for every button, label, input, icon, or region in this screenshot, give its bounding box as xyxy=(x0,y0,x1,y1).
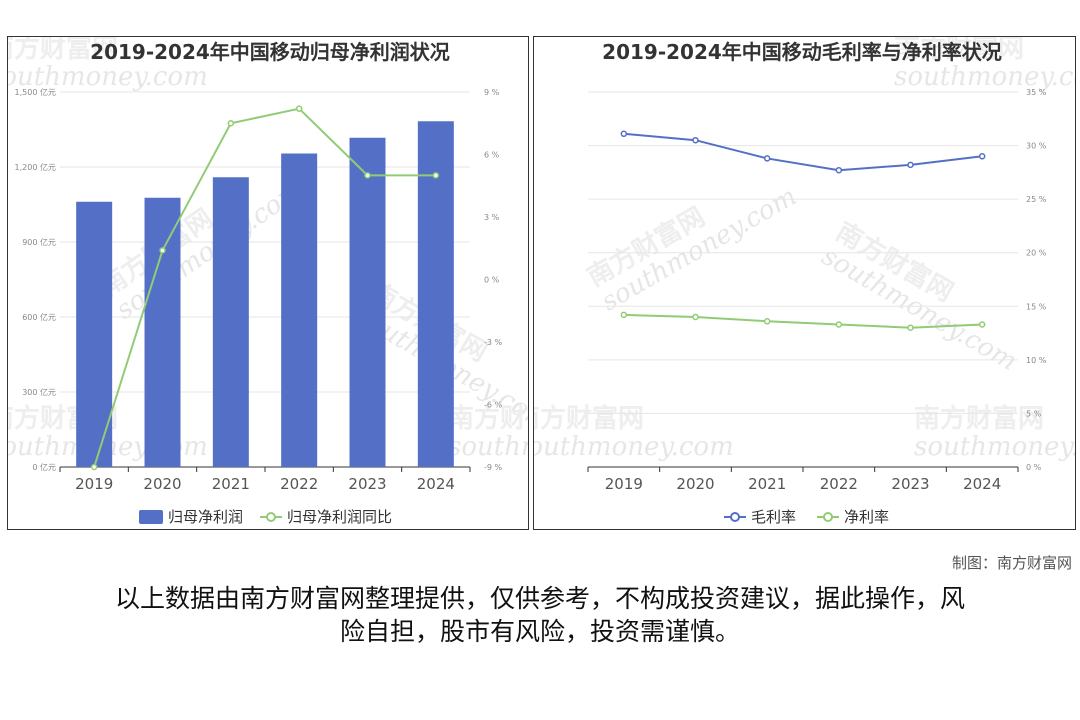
watermark-cn: 南方财富网 xyxy=(894,37,1024,64)
x-tick-label: 2022 xyxy=(820,475,858,493)
y-left-tick-label: 1,500 亿元 xyxy=(15,87,56,97)
line-point xyxy=(907,324,914,331)
x-tick-label: 2022 xyxy=(280,475,318,493)
x-tick-label: 2023 xyxy=(891,475,929,493)
watermark-cn: 南方财富网 xyxy=(914,403,1044,434)
x-tick-label: 2019 xyxy=(605,475,643,493)
watermark-en: southmoney.com xyxy=(894,62,1075,92)
watermark-en: southmoney.com xyxy=(534,432,734,462)
legend-label: 归母净利润同比 xyxy=(287,508,392,526)
line-point xyxy=(835,321,843,328)
y-right-tick-label: 10 % xyxy=(1026,356,1047,365)
x-tick-label: 2021 xyxy=(212,475,250,493)
profit-chart-svg: 南方财富网southmoney.com南方财富网southmoney.com南方… xyxy=(8,37,528,526)
line-point xyxy=(620,311,628,319)
watermark-cn: 南方财富网 xyxy=(534,403,644,434)
y-right-tick-label: 30 % xyxy=(1026,142,1047,151)
y-right-tick-label: 6 % xyxy=(484,151,500,160)
line-point xyxy=(978,321,986,328)
watermark-cn: 南方财富网 xyxy=(448,403,528,434)
y-right-tick-label: 0 % xyxy=(484,276,500,285)
y-right-tick-label: 20 % xyxy=(1026,249,1047,258)
y-right-tick-label: 3 % xyxy=(484,213,500,222)
disclaimer-line-1: 以上数据由南方财富网整理提供，仅供参考，不构成投资建议，据此操作，风 xyxy=(114,584,965,613)
line-point xyxy=(432,172,440,179)
y-right-tick-label: 5 % xyxy=(1026,409,1042,418)
series-line-yoy xyxy=(93,107,436,468)
bar xyxy=(212,177,249,467)
watermark-en: southmoney.com xyxy=(914,432,1075,462)
y-left-tick-label: 0 亿元 xyxy=(32,462,56,472)
y-right-tick-label: 9 % xyxy=(484,88,500,97)
watermark-cn: 南方财富网 xyxy=(8,37,118,64)
x-tick-label: 2024 xyxy=(417,475,455,493)
chart-credit: 制图：南方财富网 xyxy=(951,554,1072,572)
line-point xyxy=(835,166,843,174)
legend-label: 净利率 xyxy=(844,508,889,526)
y-left-tick-label: 300 亿元 xyxy=(22,387,56,397)
right-chart-panel: 南方财富网southmoney.com南方财富网southmoney.com南方… xyxy=(533,36,1076,530)
legend-label: 毛利率 xyxy=(751,508,796,526)
x-tick-label: 2023 xyxy=(348,475,386,493)
bar xyxy=(281,153,318,467)
bar xyxy=(349,137,386,467)
y-right-tick-label: -9 % xyxy=(484,463,503,472)
y-right-tick-label: 35 % xyxy=(1026,88,1047,97)
watermark-en: southmoney.com xyxy=(8,62,208,92)
chart-title: 2019-2024年中国移动归母净利润状况 xyxy=(90,40,450,64)
y-right-tick-label: 25 % xyxy=(1026,195,1047,204)
y-left-tick-label: 1,200 亿元 xyxy=(15,162,56,172)
line-point xyxy=(907,161,914,169)
watermark-group: 南方财富网southmoney.com南方财富网southmoney.com南方… xyxy=(534,37,1075,462)
disclaimer: 以上数据由南方财富网整理提供，仅供参考，不构成投资建议，据此操作，风 险自担，股… xyxy=(60,582,1020,648)
left-chart-panel: 南方财富网southmoney.com南方财富网southmoney.com南方… xyxy=(7,36,529,530)
line-point xyxy=(295,105,303,112)
y-left-tick-label: 900 亿元 xyxy=(22,237,56,247)
y-left-tick-label: 600 亿元 xyxy=(22,312,56,322)
legend-swatch-bar xyxy=(139,510,163,524)
line-point xyxy=(227,120,235,127)
legend-swatch-marker xyxy=(730,512,740,522)
x-tick-label: 2024 xyxy=(963,475,1001,493)
y-right-tick-label: -3 % xyxy=(484,338,503,347)
line-point xyxy=(620,130,628,138)
margin-chart-svg: 南方财富网southmoney.com南方财富网southmoney.com南方… xyxy=(534,37,1075,526)
bar xyxy=(417,121,454,467)
x-tick-label: 2020 xyxy=(143,475,181,493)
legend-swatch-marker xyxy=(823,512,833,522)
watermark-en: southmoney.com xyxy=(448,432,528,462)
chart-title: 2019-2024年中国移动毛利率与净利率状况 xyxy=(602,40,1002,64)
line-point xyxy=(978,153,986,160)
line-point xyxy=(692,136,699,144)
line-point xyxy=(763,155,771,162)
line-point xyxy=(159,247,166,254)
legend-swatch-marker xyxy=(266,512,276,522)
x-tick-label: 2020 xyxy=(676,475,714,493)
bar xyxy=(76,201,113,467)
line-point xyxy=(364,172,371,179)
series-line-1 xyxy=(623,313,983,329)
line-point xyxy=(90,463,98,471)
y-right-tick-label: -6 % xyxy=(484,401,503,410)
legend-label: 归母净利润 xyxy=(168,508,243,526)
y-right-tick-label: 15 % xyxy=(1026,302,1047,311)
series-line-0 xyxy=(623,132,983,172)
y-right-tick-label: 0 % xyxy=(1026,463,1042,472)
x-tick-label: 2021 xyxy=(748,475,786,493)
line-point xyxy=(763,318,771,325)
disclaimer-line-2: 险自担，股市有风险，投资需谨慎。 xyxy=(339,617,740,646)
bar xyxy=(144,197,181,467)
x-tick-label: 2019 xyxy=(75,475,113,493)
line-point xyxy=(692,313,699,321)
